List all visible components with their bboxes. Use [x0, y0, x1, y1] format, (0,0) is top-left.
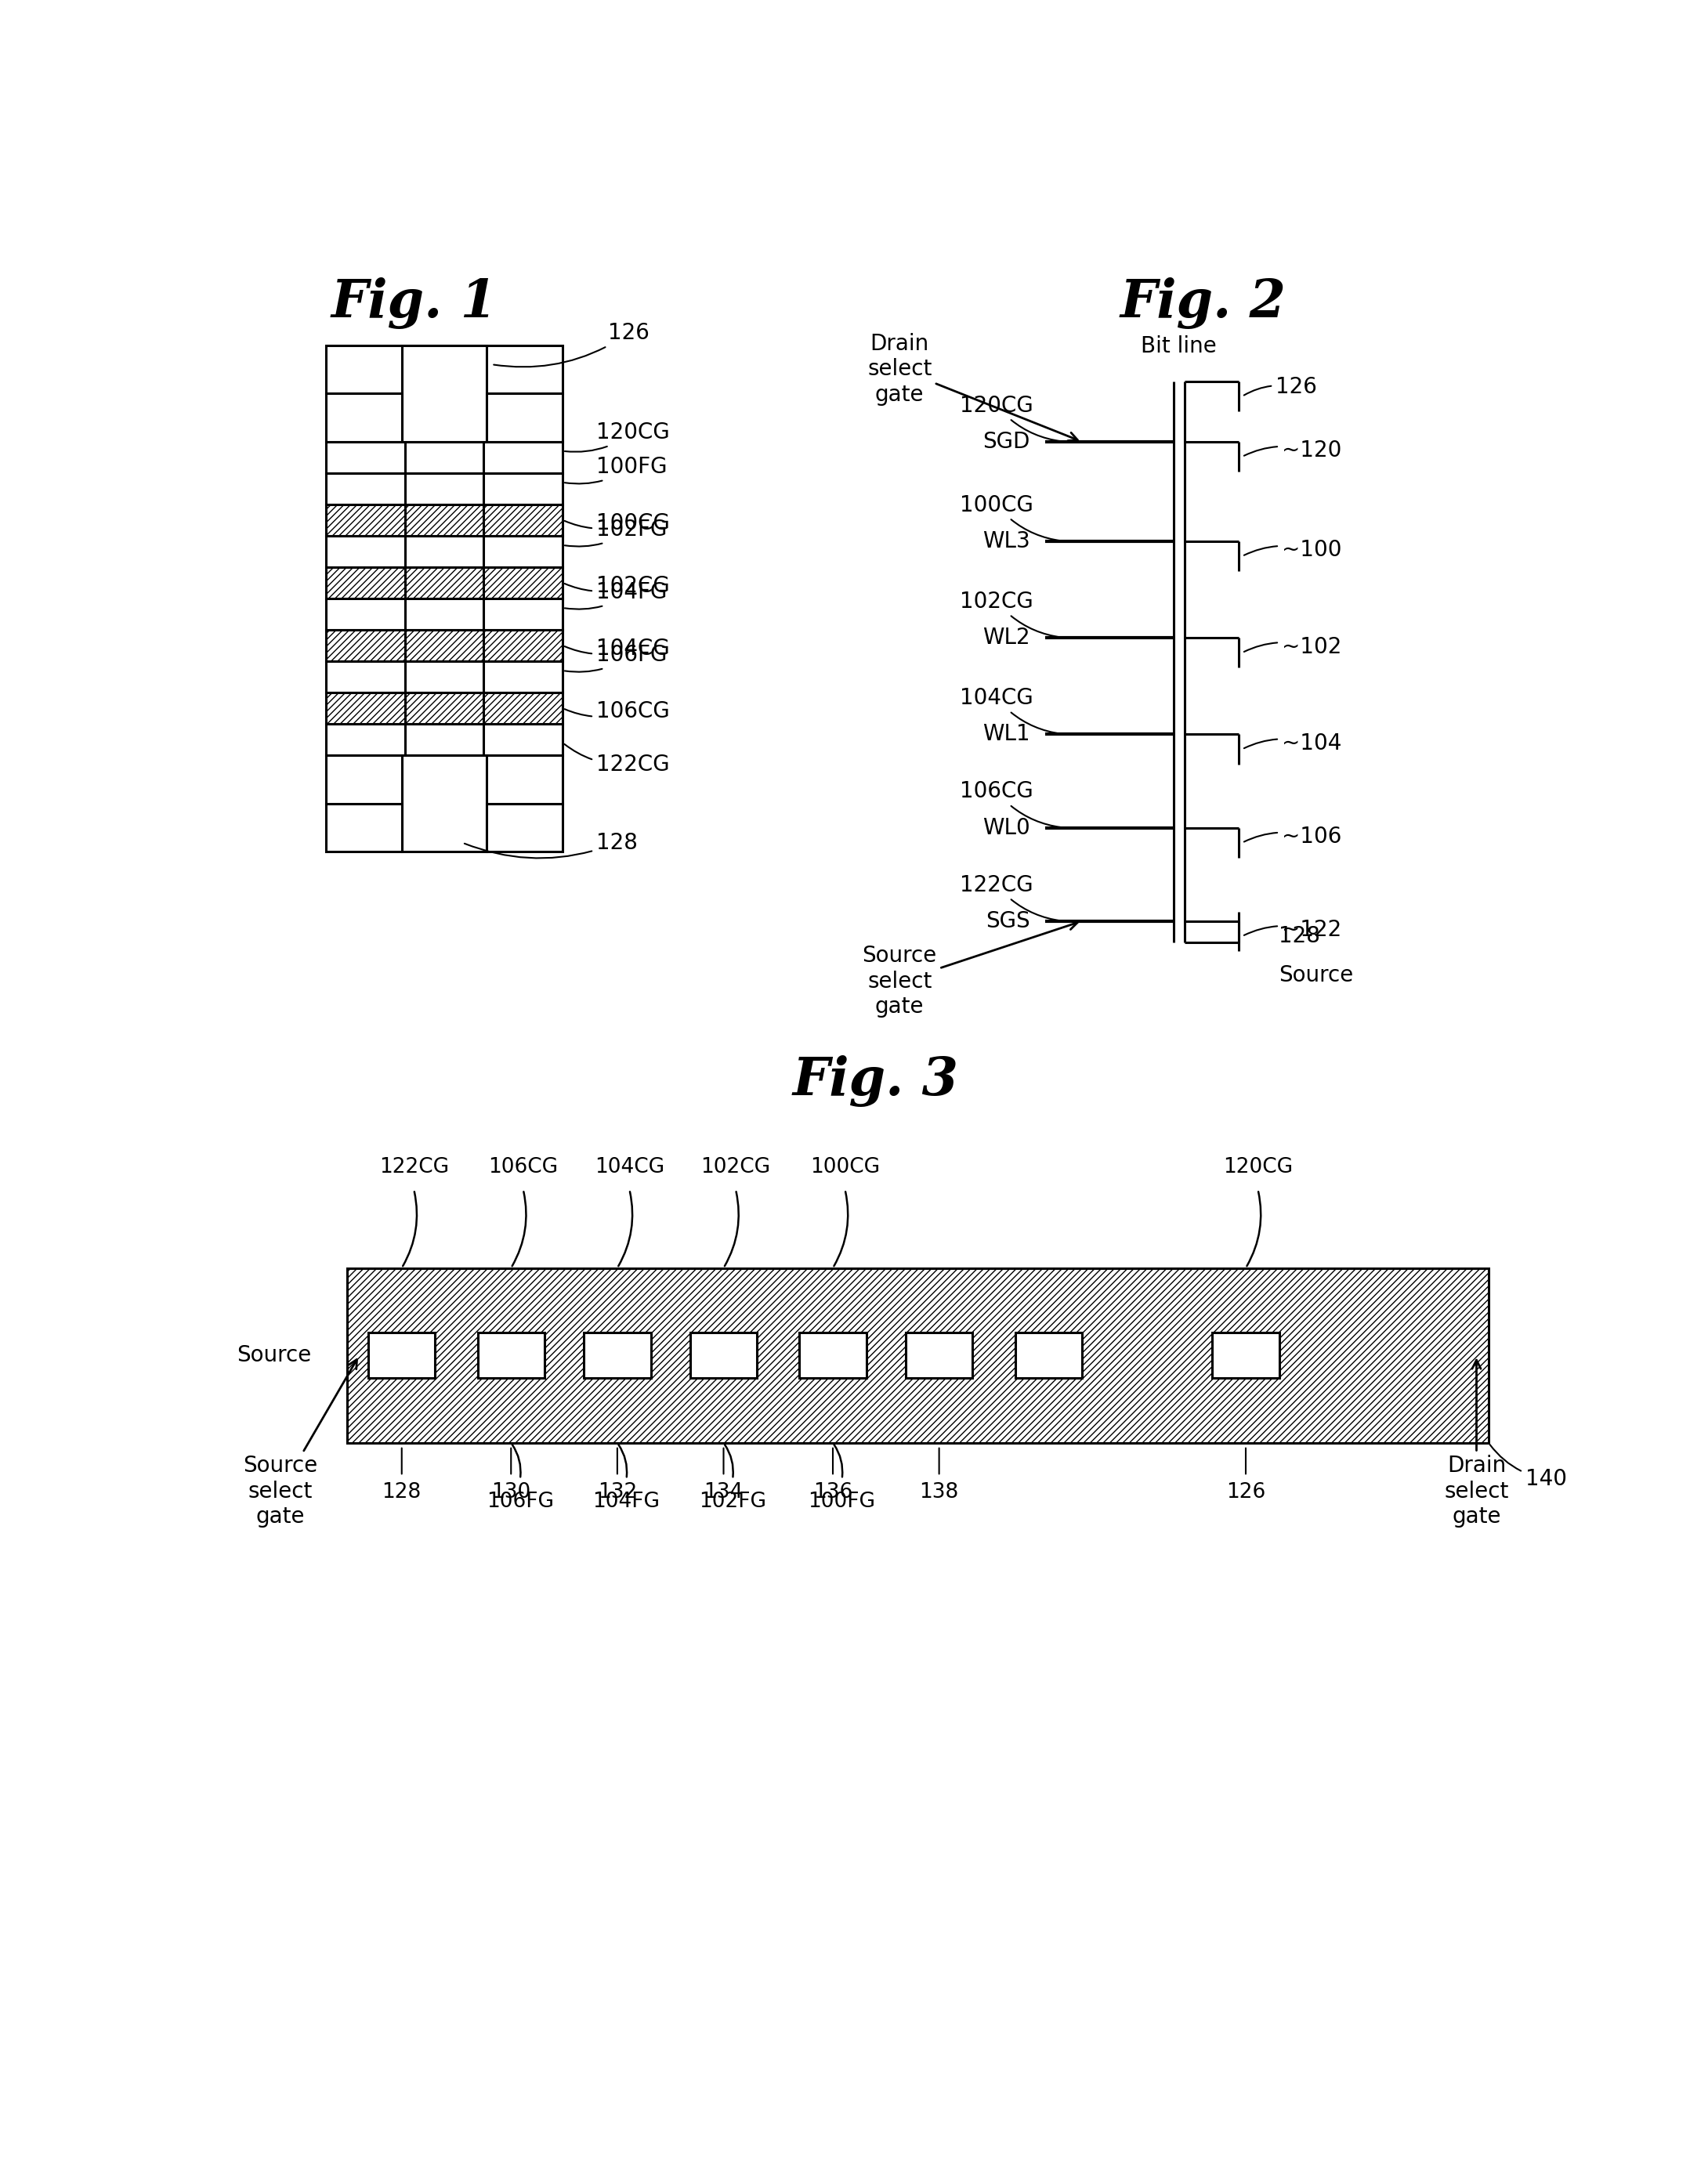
- Text: WL0: WL0: [982, 816, 1030, 838]
- Text: 126: 126: [494, 322, 649, 368]
- Bar: [478, 1332, 545, 1378]
- Text: 134: 134: [704, 1483, 743, 1502]
- Text: 102CG: 102CG: [565, 575, 670, 596]
- Text: Fig. 1: Fig. 1: [331, 276, 497, 329]
- Text: 104FG: 104FG: [593, 1491, 659, 1511]
- Bar: [347, 1267, 1489, 1443]
- Bar: [487, 394, 562, 442]
- Bar: [326, 505, 562, 536]
- Text: Source
select
gate: Source select gate: [243, 1358, 357, 1528]
- Bar: [326, 566, 562, 599]
- Text: 106CG: 106CG: [960, 782, 1061, 827]
- Text: SGD: SGD: [982, 431, 1030, 453]
- Bar: [326, 566, 562, 599]
- Text: 104CG: 104CG: [565, 638, 670, 660]
- Bar: [326, 442, 562, 472]
- Bar: [326, 725, 562, 755]
- Text: Drain
select
gate: Drain select gate: [868, 333, 1078, 440]
- Bar: [326, 394, 401, 442]
- Text: 106FG: 106FG: [487, 1491, 553, 1511]
- Text: 128: 128: [465, 832, 637, 858]
- Text: SGS: SGS: [986, 910, 1030, 932]
- Text: 140: 140: [1489, 1446, 1566, 1489]
- Text: 102FG: 102FG: [699, 1491, 767, 1511]
- Text: Drain
select
gate: Drain select gate: [1445, 1361, 1508, 1528]
- Text: 136: 136: [813, 1483, 852, 1502]
- Text: 138: 138: [919, 1483, 958, 1502]
- Text: ~104: ~104: [1243, 731, 1341, 753]
- Text: 130: 130: [492, 1483, 531, 1502]
- Bar: [326, 505, 562, 536]
- Text: WL2: WL2: [982, 627, 1030, 649]
- Text: 102FG: 102FG: [565, 518, 666, 546]
- Text: 100CG: 100CG: [810, 1158, 880, 1178]
- Text: ~122: ~122: [1243, 919, 1341, 940]
- Text: Bit line: Bit line: [1141, 335, 1216, 357]
- Bar: [690, 1332, 757, 1378]
- Bar: [326, 755, 562, 803]
- Bar: [326, 692, 562, 725]
- Text: 120CG: 120CG: [1223, 1158, 1293, 1178]
- Text: 100FG: 100FG: [565, 455, 666, 483]
- Text: 100FG: 100FG: [808, 1491, 876, 1511]
- Bar: [326, 629, 562, 662]
- Text: Source: Source: [237, 1345, 311, 1367]
- Text: 106CG: 106CG: [488, 1158, 559, 1178]
- Text: Source
select
gate: Source select gate: [863, 921, 1078, 1019]
- Text: 120CG: 120CG: [960, 394, 1061, 442]
- Text: 104CG: 104CG: [960, 688, 1061, 734]
- Bar: [369, 1332, 436, 1378]
- Text: ~100: ~100: [1243, 540, 1341, 562]
- Bar: [584, 1332, 651, 1378]
- Text: 106FG: 106FG: [565, 644, 666, 673]
- Text: 102CG: 102CG: [960, 590, 1061, 638]
- Text: 128: 128: [383, 1483, 422, 1502]
- Bar: [1213, 1332, 1279, 1378]
- Bar: [347, 1267, 1489, 1443]
- Bar: [401, 755, 487, 851]
- Text: 132: 132: [598, 1483, 637, 1502]
- Text: ~106: ~106: [1243, 825, 1341, 847]
- Bar: [401, 346, 487, 442]
- Bar: [326, 629, 562, 662]
- Bar: [326, 662, 562, 692]
- Text: Fig. 2: Fig. 2: [1120, 276, 1286, 329]
- Bar: [1015, 1332, 1081, 1378]
- Text: ~102: ~102: [1243, 636, 1341, 657]
- Text: WL3: WL3: [982, 531, 1030, 553]
- Text: 126: 126: [1243, 377, 1317, 398]
- Text: 122CG: 122CG: [379, 1158, 449, 1178]
- Bar: [326, 692, 562, 725]
- Text: 102CG: 102CG: [700, 1158, 770, 1178]
- Bar: [326, 346, 562, 394]
- Text: 106CG: 106CG: [565, 701, 670, 723]
- Bar: [326, 536, 562, 566]
- Text: 128: 128: [1279, 925, 1320, 947]
- Text: 100CG: 100CG: [565, 512, 670, 533]
- Bar: [326, 472, 562, 505]
- Bar: [799, 1332, 866, 1378]
- Text: 126: 126: [1226, 1483, 1266, 1502]
- Text: WL1: WL1: [982, 723, 1030, 745]
- Text: 122CG: 122CG: [960, 873, 1061, 921]
- Bar: [905, 1332, 972, 1378]
- Bar: [326, 803, 401, 851]
- Text: 122CG: 122CG: [564, 745, 670, 775]
- Text: 104CG: 104CG: [594, 1158, 664, 1178]
- Text: ~120: ~120: [1243, 440, 1341, 462]
- Text: 100CG: 100CG: [960, 494, 1061, 540]
- Bar: [326, 599, 562, 629]
- Text: 104FG: 104FG: [565, 581, 666, 610]
- Bar: [487, 803, 562, 851]
- Text: Fig. 3: Fig. 3: [793, 1056, 958, 1106]
- Text: 120CG: 120CG: [565, 422, 670, 453]
- Text: Source: Source: [1279, 964, 1353, 986]
